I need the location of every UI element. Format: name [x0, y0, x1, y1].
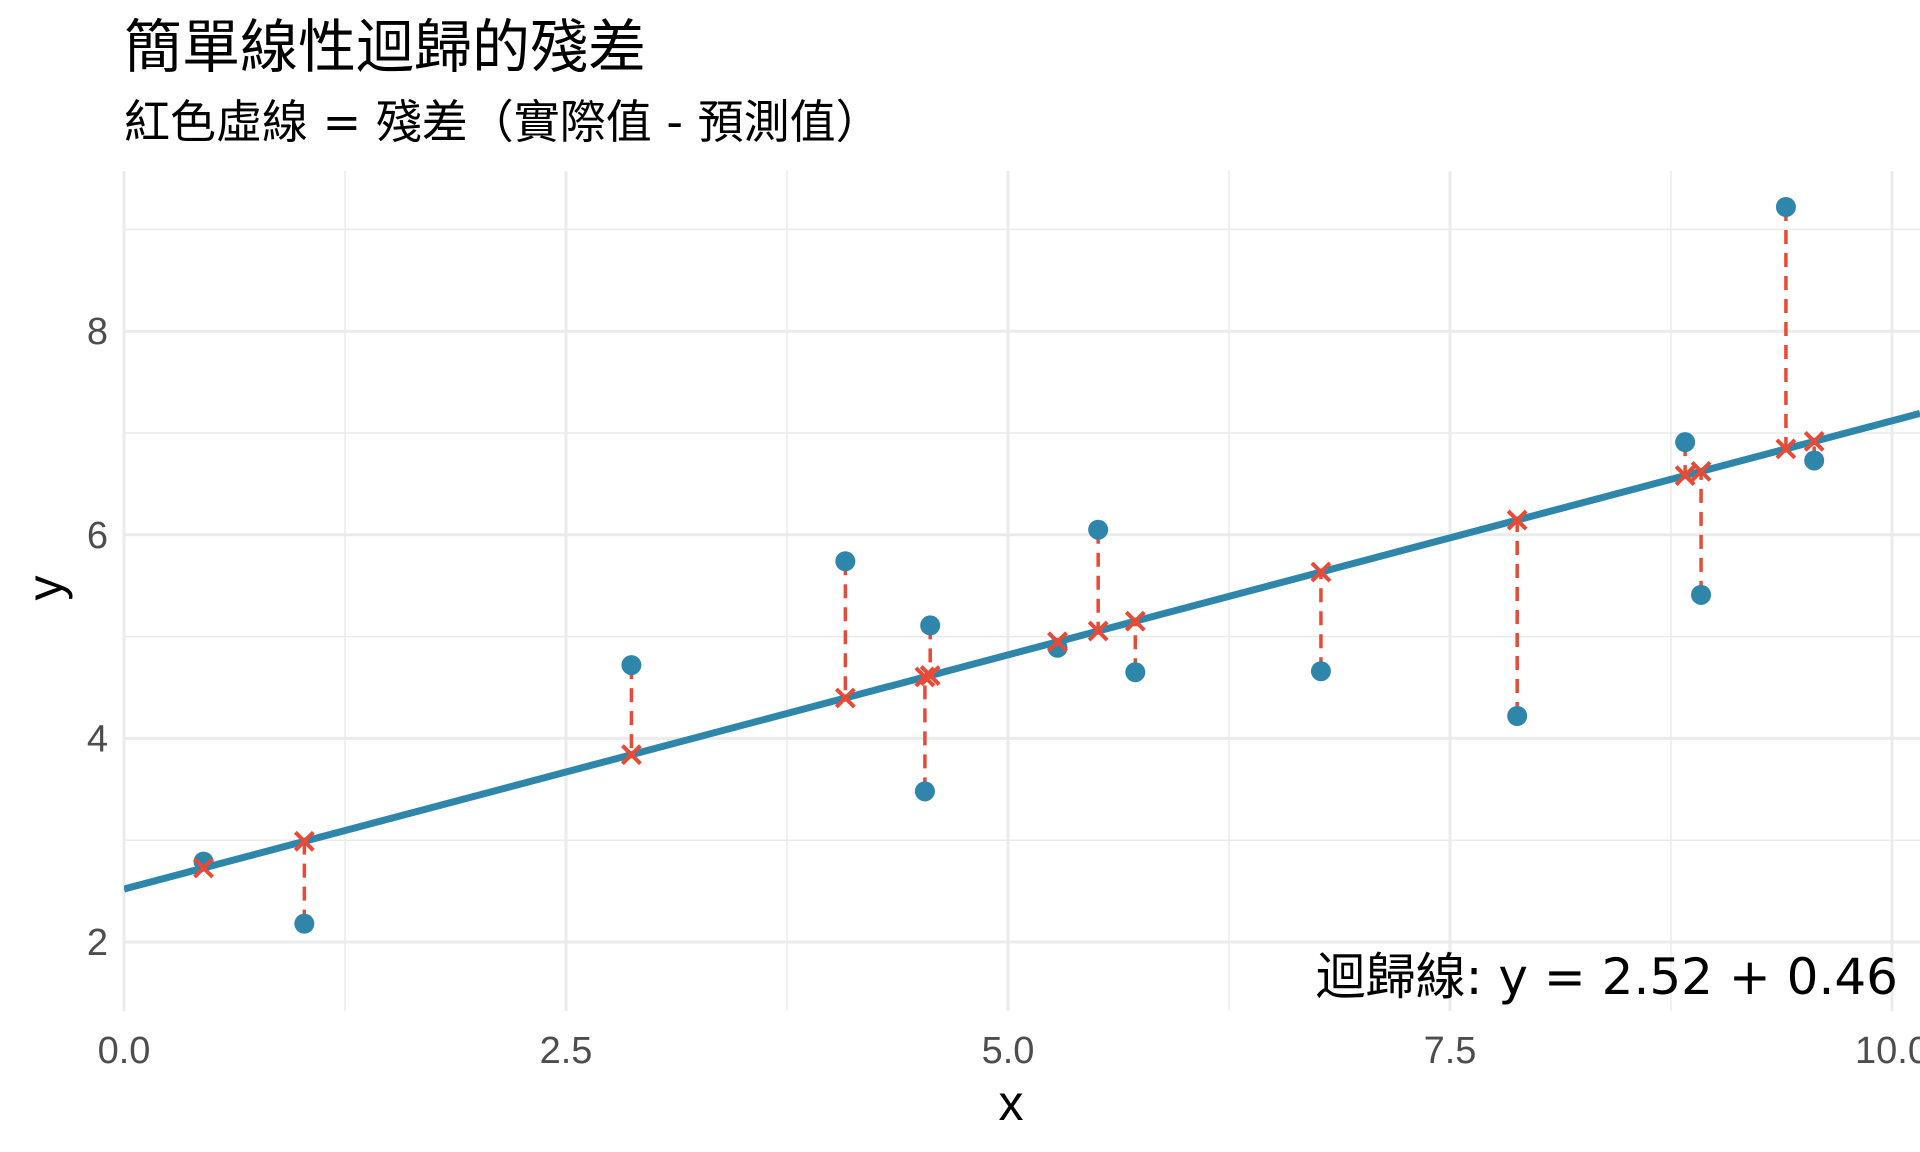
predicted-marker — [834, 687, 856, 709]
predicted-marker — [1690, 460, 1712, 482]
x-tick-label: 10.0 — [1855, 1030, 1920, 1072]
x-tick-label: 7.5 — [1424, 1030, 1477, 1072]
predicted-marker — [1310, 561, 1332, 583]
y-tick-label: 6 — [87, 515, 108, 557]
data-point — [1691, 584, 1712, 605]
predicted-marker — [193, 857, 214, 879]
predicted-marker — [1124, 610, 1146, 632]
predicted-marker — [1803, 430, 1825, 452]
predicted-marker — [293, 830, 315, 852]
y-tick-label: 4 — [87, 718, 108, 760]
data-point — [1775, 197, 1796, 218]
chart-title: 簡單線性迴歸的殘差 — [124, 13, 646, 81]
predicted-marker-stroke — [1803, 430, 1825, 452]
predicted-marker-stroke — [1690, 460, 1712, 482]
x-tick-label: 2.5 — [540, 1030, 593, 1072]
plot-marks — [124, 197, 1920, 934]
predicted-marker-stroke — [919, 665, 941, 686]
data-point — [1310, 661, 1331, 682]
y-axis-label: y — [17, 576, 73, 601]
predicted-marker-stroke — [293, 830, 315, 852]
y-tick-label: 8 — [87, 311, 108, 353]
regression-line — [124, 409, 1920, 893]
x-tick-labels: 0.0 2.5 5.0 7.5 10.0 — [98, 1030, 1920, 1072]
predicted-marker-stroke — [914, 666, 936, 688]
predicted-marker — [1674, 465, 1696, 486]
data-point — [1088, 519, 1109, 540]
predicted-marker-stroke — [1775, 438, 1797, 460]
data-point — [1047, 637, 1068, 658]
data-point — [1507, 706, 1528, 727]
x-tick-label: 0.0 — [98, 1030, 151, 1072]
predicted-marker — [1087, 620, 1109, 642]
chart-subtitle: 紅色虛線 = 殘差（實際值 - 預測值） — [124, 95, 882, 149]
grid — [122, 171, 1920, 1011]
predicted-marker-stroke — [834, 687, 856, 709]
predicted-marker — [621, 744, 642, 766]
predicted-marker-stroke — [1310, 561, 1332, 583]
data-point — [835, 551, 856, 572]
predicted-marker — [1506, 509, 1528, 531]
predicted-marker-stroke — [1087, 620, 1109, 642]
data-point — [193, 851, 214, 872]
data-point — [294, 913, 315, 934]
predicted-marker-stroke — [1506, 509, 1528, 531]
data-point — [621, 655, 642, 676]
data-point — [1675, 432, 1696, 453]
predicted-marker-stroke — [1674, 465, 1696, 486]
predicted-marker — [914, 666, 936, 688]
predicted-marker-stroke — [1124, 610, 1146, 632]
x-tick-label: 5.0 — [982, 1030, 1035, 1072]
data-point — [920, 615, 941, 636]
y-tick-labels: 2 4 6 8 — [87, 311, 108, 964]
regression-annotation: 迴歸線: y = 2.52 + 0.46 — [1316, 948, 1898, 1006]
data-point — [1804, 450, 1825, 471]
predicted-marker — [1047, 631, 1068, 653]
x-axis-label: x — [999, 1075, 1024, 1131]
predicted-marker — [1775, 438, 1797, 460]
predicted-marker — [919, 665, 941, 686]
y-tick-label: 2 — [87, 922, 108, 964]
predicted-marker-stroke — [193, 857, 214, 879]
data-point — [914, 781, 935, 802]
predicted-marker-stroke — [621, 744, 642, 766]
predicted-marker-stroke — [1047, 631, 1068, 653]
data-point — [1125, 662, 1146, 683]
